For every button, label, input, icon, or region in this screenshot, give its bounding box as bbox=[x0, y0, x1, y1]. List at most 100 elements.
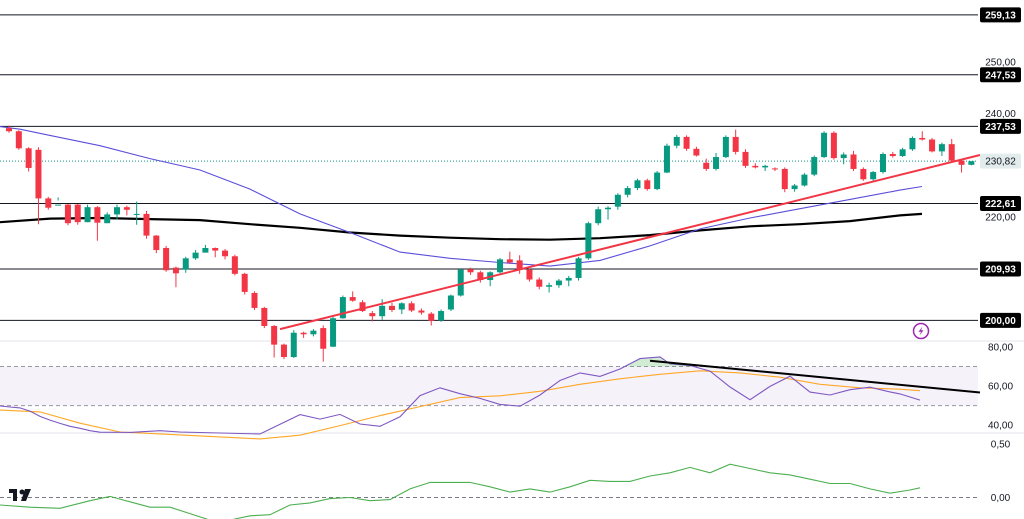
candle[interactable] bbox=[526, 268, 533, 282]
candle[interactable] bbox=[300, 331, 307, 338]
candle[interactable] bbox=[732, 129, 739, 155]
candle[interactable] bbox=[791, 183, 798, 192]
candle[interactable] bbox=[104, 212, 111, 224]
candle[interactable] bbox=[6, 125, 12, 133]
candle[interactable] bbox=[310, 329, 317, 337]
candle[interactable] bbox=[742, 149, 749, 168]
candle[interactable] bbox=[418, 308, 425, 315]
rsi-resistance-trend-line[interactable] bbox=[649, 359, 981, 394]
candle[interactable] bbox=[25, 147, 32, 172]
candle[interactable] bbox=[172, 266, 179, 288]
candle[interactable] bbox=[261, 306, 268, 329]
candle[interactable] bbox=[762, 164, 769, 172]
oscillator-line[interactable] bbox=[0, 463, 921, 519]
candle[interactable] bbox=[683, 135, 690, 151]
candle[interactable] bbox=[163, 245, 170, 272]
candle[interactable] bbox=[408, 301, 415, 313]
candle[interactable] bbox=[280, 343, 287, 360]
candle[interactable] bbox=[870, 171, 877, 181]
candle[interactable] bbox=[516, 255, 523, 274]
candle[interactable] bbox=[398, 302, 405, 315]
candle[interactable] bbox=[673, 134, 680, 149]
candle[interactable] bbox=[497, 257, 503, 274]
candle[interactable] bbox=[143, 210, 150, 239]
rsi-signal-line[interactable] bbox=[0, 370, 921, 440]
candle[interactable] bbox=[84, 204, 91, 223]
candle[interactable] bbox=[123, 205, 130, 216]
candle[interactable] bbox=[428, 312, 435, 326]
candle[interactable] bbox=[614, 193, 621, 210]
candle[interactable] bbox=[447, 294, 454, 312]
candle[interactable] bbox=[330, 316, 337, 348]
candle[interactable] bbox=[379, 299, 386, 320]
candle[interactable] bbox=[241, 272, 248, 295]
candle[interactable] bbox=[585, 221, 592, 260]
candle[interactable] bbox=[899, 147, 906, 158]
candle[interactable] bbox=[192, 250, 199, 260]
candle[interactable] bbox=[74, 204, 81, 225]
candle[interactable] bbox=[752, 163, 759, 169]
candle[interactable] bbox=[801, 173, 808, 187]
candle[interactable] bbox=[133, 201, 140, 225]
candle[interactable] bbox=[595, 206, 602, 226]
candle[interactable] bbox=[958, 159, 965, 173]
candle[interactable] bbox=[860, 167, 867, 181]
candle[interactable] bbox=[948, 138, 955, 163]
candle[interactable] bbox=[722, 135, 729, 159]
support-trend-line[interactable] bbox=[279, 154, 981, 331]
candle[interactable] bbox=[182, 256, 189, 273]
candle[interactable] bbox=[222, 249, 229, 260]
candle[interactable] bbox=[231, 254, 238, 276]
rsi-line[interactable] bbox=[0, 356, 921, 435]
candle[interactable] bbox=[811, 155, 818, 177]
candle[interactable] bbox=[781, 167, 788, 193]
candle[interactable] bbox=[654, 171, 661, 191]
ma-long-line[interactable] bbox=[0, 212, 923, 241]
candle[interactable] bbox=[64, 204, 71, 226]
ma-short-line[interactable] bbox=[0, 126, 923, 267]
candle[interactable] bbox=[114, 204, 121, 220]
candle[interactable] bbox=[938, 142, 945, 157]
candle[interactable] bbox=[889, 151, 896, 158]
candle[interactable] bbox=[840, 152, 847, 165]
candle[interactable] bbox=[359, 300, 366, 313]
candle[interactable] bbox=[536, 277, 543, 290]
candle[interactable] bbox=[369, 311, 376, 322]
candle[interactable] bbox=[438, 309, 445, 322]
candle[interactable] bbox=[575, 256, 582, 281]
candle[interactable] bbox=[15, 130, 22, 150]
candle[interactable] bbox=[879, 152, 886, 174]
candle[interactable] bbox=[850, 150, 857, 172]
candle[interactable] bbox=[663, 143, 670, 174]
candle[interactable] bbox=[457, 268, 464, 297]
candle[interactable] bbox=[349, 291, 356, 302]
candle[interactable] bbox=[624, 186, 631, 198]
candle[interactable] bbox=[153, 235, 160, 254]
candle[interactable] bbox=[693, 146, 700, 157]
candle[interactable] bbox=[565, 275, 572, 287]
candle[interactable] bbox=[506, 251, 513, 265]
candle[interactable] bbox=[555, 279, 562, 288]
candle[interactable] bbox=[251, 291, 258, 310]
candle[interactable] bbox=[202, 244, 209, 253]
candle[interactable] bbox=[212, 247, 219, 258]
candle[interactable] bbox=[713, 152, 720, 171]
candle[interactable] bbox=[94, 206, 101, 241]
candle[interactable] bbox=[45, 196, 52, 210]
candle[interactable] bbox=[634, 178, 641, 191]
candle[interactable] bbox=[388, 302, 395, 313]
candle[interactable] bbox=[339, 295, 346, 319]
candle[interactable] bbox=[605, 206, 612, 220]
lightning-icon[interactable] bbox=[912, 322, 930, 340]
candle[interactable] bbox=[320, 325, 327, 362]
candle[interactable] bbox=[644, 178, 651, 191]
candle[interactable] bbox=[35, 147, 42, 225]
candle[interactable] bbox=[546, 282, 553, 293]
candle[interactable] bbox=[703, 158, 710, 172]
candle[interactable] bbox=[271, 324, 278, 358]
tradingview-logo[interactable]: TV bbox=[9, 489, 62, 502]
candle[interactable] bbox=[830, 131, 837, 160]
candle[interactable] bbox=[919, 131, 926, 141]
candle[interactable] bbox=[467, 267, 474, 275]
